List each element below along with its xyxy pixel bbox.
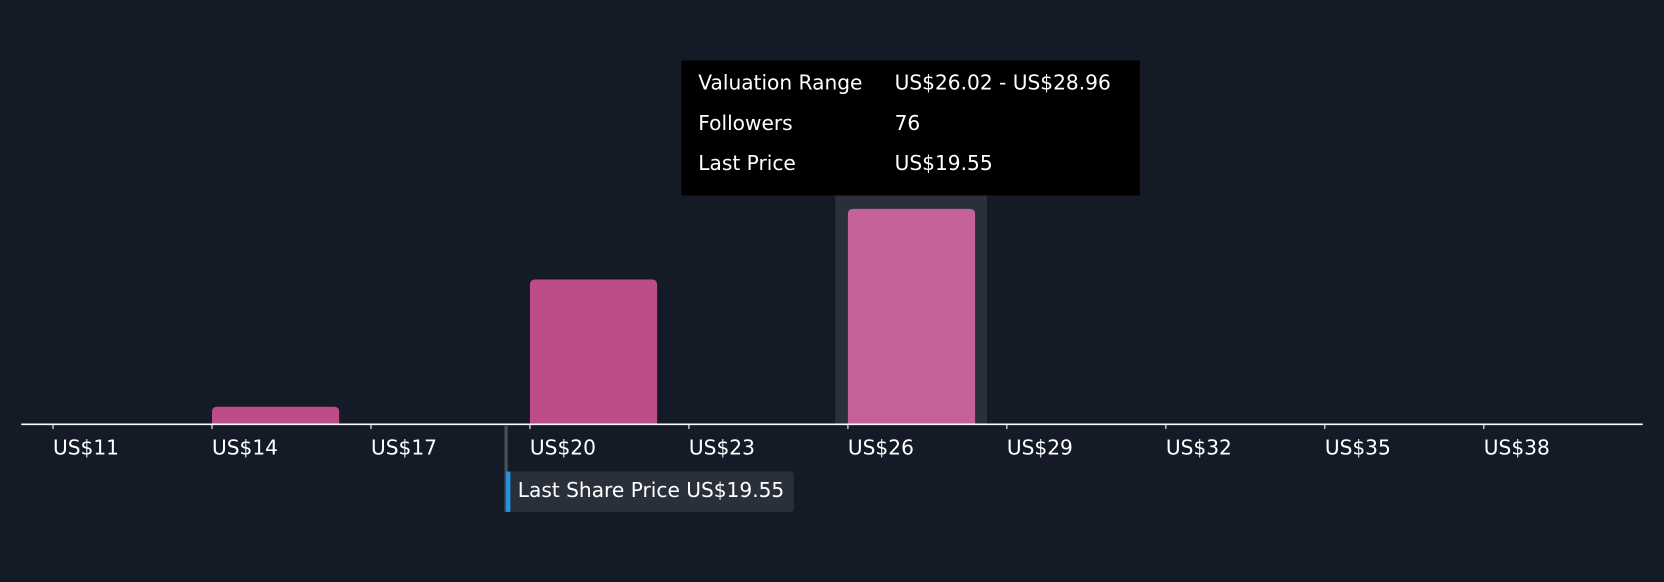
x-tick-label: US$26 [848,436,914,460]
x-tick-label: US$29 [1007,436,1073,460]
last-price-box [506,471,794,512]
bar [529,279,658,424]
tooltip-label: Last Price [698,151,796,175]
x-tick-label: US$23 [689,436,755,460]
tooltip-box [681,60,1140,196]
plot [52,208,1485,430]
x-tick-label: US$20 [530,436,596,460]
tooltip-label: Followers [698,111,792,135]
bar [847,208,976,424]
x-tick-label: US$38 [1484,436,1550,460]
x-tick-label: US$17 [371,436,437,460]
tooltip: Valuation Range US$26.02 - US$28.96 Follow… [681,60,1140,196]
last-price-accent [506,471,511,512]
last-price-value: US$19.55 [686,478,784,502]
bar [211,406,340,424]
tooltip-value: US$19.55 [895,151,993,175]
x-tick-label: US$11 [53,436,119,460]
tooltip-value: 76 [895,111,921,135]
tooltip-label: Valuation Range [698,70,862,94]
last-price-label: Last Share Price [518,478,680,502]
x-tick-label: US$14 [212,436,278,460]
x-tick-label: US$32 [1166,436,1232,460]
tooltip-value: US$26.02 - US$28.96 [895,70,1111,94]
x-tick-label: US$35 [1325,436,1391,460]
